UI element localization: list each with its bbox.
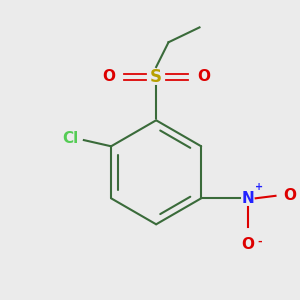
Text: +: + (255, 182, 263, 192)
Text: Cl: Cl (63, 131, 79, 146)
Text: S: S (150, 68, 162, 86)
Text: O: O (197, 69, 210, 84)
Text: O: O (102, 69, 115, 84)
Text: N: N (242, 191, 255, 206)
Text: O: O (283, 188, 296, 203)
Text: O: O (242, 237, 255, 252)
Text: -: - (257, 237, 262, 247)
